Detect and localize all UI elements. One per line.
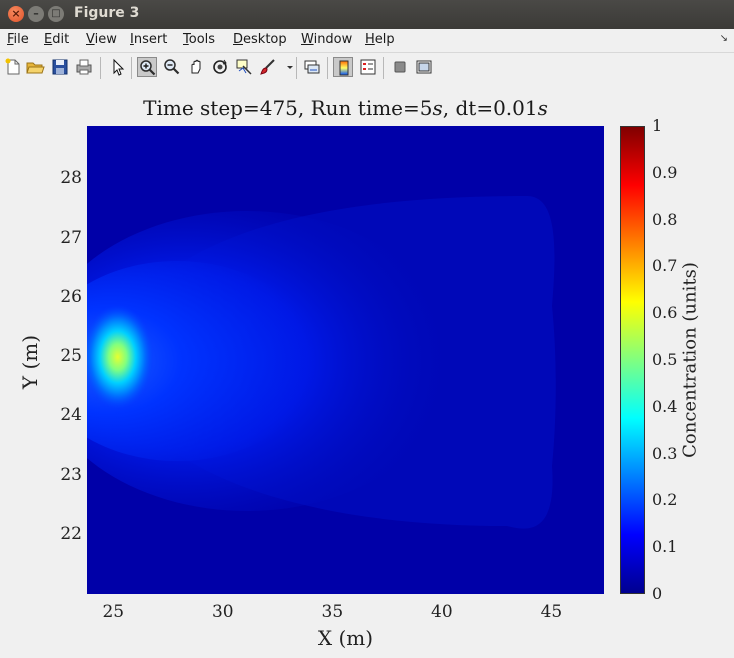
colorbar-tick-label: 0.4 bbox=[652, 396, 678, 416]
data-cursor-icon[interactable] bbox=[234, 57, 254, 77]
menu-file[interactable]: File bbox=[7, 32, 29, 47]
menu-desktop[interactable]: Desktop bbox=[233, 32, 287, 47]
concentration-peak bbox=[87, 305, 154, 409]
y-tick-label: 28 bbox=[60, 168, 82, 189]
colorbar-tick-label: 0.3 bbox=[652, 443, 678, 463]
colorbar-tick-label: 0.2 bbox=[652, 490, 678, 510]
figure-toolbar bbox=[0, 52, 734, 84]
colorbar-tick-label: 1 bbox=[652, 116, 663, 135]
open-file-icon[interactable] bbox=[25, 57, 45, 77]
maximize-icon[interactable]: □ bbox=[48, 6, 64, 22]
colorbar-tick-label: 0.5 bbox=[652, 350, 678, 369]
toolbar-separator bbox=[100, 57, 101, 79]
toolbar-separator bbox=[327, 57, 328, 79]
y-tick-label: 27 bbox=[60, 227, 82, 248]
pan-icon[interactable] bbox=[186, 57, 206, 77]
y-tick-label: 25 bbox=[60, 346, 82, 367]
y-tick-label: 26 bbox=[60, 286, 82, 307]
new-figure-icon[interactable] bbox=[3, 57, 23, 77]
minimize-icon[interactable]: – bbox=[28, 6, 44, 22]
plot-title: Time step=475, Run time=5s, dt=0.01s bbox=[143, 96, 548, 120]
close-icon[interactable]: × bbox=[8, 6, 24, 22]
y-tick-label: 22 bbox=[60, 523, 82, 544]
menu-edit[interactable]: Edit bbox=[44, 32, 70, 47]
toolbar-separator bbox=[131, 57, 132, 79]
link-plot-icon[interactable] bbox=[302, 57, 322, 77]
dock-arrow-icon[interactable]: ↘ bbox=[719, 33, 728, 44]
menu-insert[interactable]: Insert bbox=[130, 32, 168, 47]
window-title: Figure 3 bbox=[74, 5, 140, 21]
pointer-icon[interactable] bbox=[108, 57, 128, 77]
x-tick-label: 40 bbox=[431, 602, 453, 622]
heatmap-plot[interactable] bbox=[87, 126, 604, 594]
menu-help[interactable]: Help bbox=[365, 32, 395, 47]
colorbar-tick-label: 0 bbox=[652, 584, 663, 603]
x-tick-label: 30 bbox=[211, 602, 234, 622]
y-axis-label: Y (m) bbox=[18, 334, 42, 390]
x-tick-label: 25 bbox=[102, 602, 125, 622]
plume-inner-region bbox=[87, 261, 317, 461]
brush-icon[interactable] bbox=[258, 57, 278, 77]
colorbar[interactable] bbox=[620, 126, 645, 594]
colorbar-tick-label: 0.1 bbox=[652, 537, 678, 557]
toolbar-separator bbox=[296, 57, 297, 79]
colorbar-label: Concentration (units) bbox=[679, 262, 701, 458]
zoom-in-icon[interactable] bbox=[137, 57, 157, 77]
x-tick-label: 45 bbox=[540, 602, 563, 622]
y-tick-label: 24 bbox=[60, 405, 82, 426]
x-axis-label: X (m) bbox=[317, 626, 374, 650]
hide-plot-tools-icon[interactable] bbox=[390, 57, 410, 77]
colorbar-tick-label: 0.6 bbox=[652, 303, 678, 323]
colorbar-icon[interactable] bbox=[333, 57, 353, 77]
x-tick-label: 35 bbox=[321, 602, 344, 622]
save-icon[interactable] bbox=[50, 57, 70, 77]
rotate-3d-icon[interactable] bbox=[210, 57, 230, 77]
colorbar-tick-label: 0.7 bbox=[652, 256, 678, 276]
toolbar-separator bbox=[383, 57, 384, 79]
zoom-out-icon[interactable] bbox=[162, 57, 182, 77]
colorbar-tick-label: 0.8 bbox=[652, 209, 678, 229]
legend-icon[interactable] bbox=[358, 57, 378, 77]
colorbar-tick-label: 0.9 bbox=[652, 162, 678, 182]
chevron-down-icon[interactable] bbox=[280, 57, 293, 77]
print-icon[interactable] bbox=[74, 57, 94, 77]
menu-view[interactable]: View bbox=[86, 32, 117, 47]
show-plot-tools-icon[interactable] bbox=[414, 57, 434, 77]
menu-bar: File Edit View Insert Tools Desktop Wind… bbox=[0, 29, 734, 51]
y-tick-label: 23 bbox=[60, 464, 82, 485]
menu-window[interactable]: Window bbox=[301, 32, 353, 47]
window-titlebar[interactable]: × – □ Figure 3 bbox=[0, 0, 734, 30]
menu-tools[interactable]: Tools bbox=[183, 32, 216, 47]
